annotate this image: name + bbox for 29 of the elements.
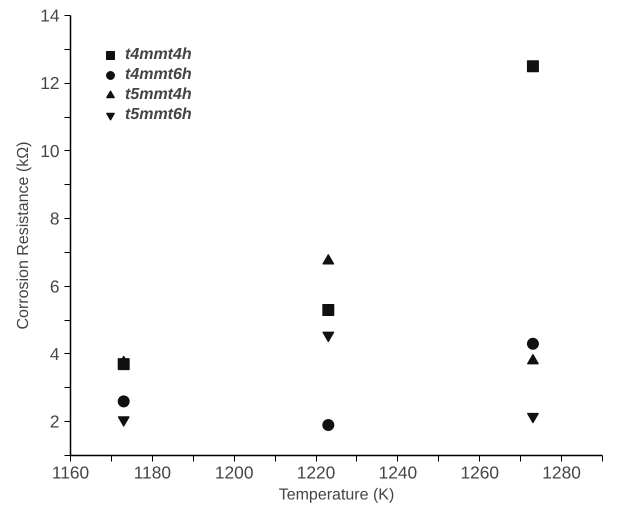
- point: [322, 254, 334, 265]
- point: [322, 332, 334, 342]
- legend-label: t5mmt4h: [125, 86, 192, 104]
- x-tick-label: 1220: [296, 462, 336, 482]
- legend-label: t4mmt4h: [125, 46, 192, 64]
- y-tick-label: 4: [50, 344, 60, 364]
- x-tick-label: 1180: [134, 462, 171, 482]
- point: [118, 395, 130, 408]
- x-axis-title: Temperature (K): [278, 486, 394, 504]
- y-tick-label: 14: [40, 6, 60, 26]
- y-tick-label: 8: [50, 208, 60, 229]
- x-tick-label: 1160: [52, 462, 90, 482]
- y-axis-title: Corrosion Resistance (kΩ): [15, 141, 32, 330]
- y-tick-label: 12: [40, 73, 60, 94]
- y-tick-label: 10: [40, 140, 60, 161]
- legend-label: t4mmt6h: [125, 66, 192, 84]
- x-tick-label: 1280: [542, 462, 581, 482]
- point: [322, 304, 334, 316]
- x-tick-label: 1260: [460, 462, 500, 482]
- point: [118, 416, 130, 427]
- x-tick-label: 1200: [214, 462, 254, 482]
- x-tick-label: 1240: [378, 462, 418, 482]
- point: [526, 412, 539, 424]
- point: [526, 338, 539, 350]
- point: [526, 60, 539, 72]
- point: [322, 419, 334, 432]
- y-tick-label: 6: [50, 276, 60, 296]
- legend-label: t5mmt6h: [125, 106, 192, 124]
- y-tick-label: 2: [50, 412, 60, 432]
